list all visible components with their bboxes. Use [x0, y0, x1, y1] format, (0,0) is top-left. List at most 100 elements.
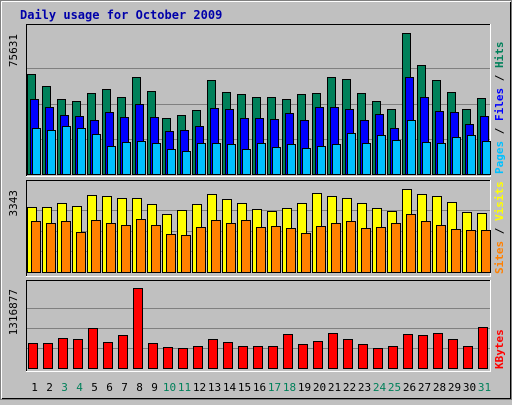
bar-sites-day-15 — [241, 220, 251, 273]
legend-entry: / — [493, 68, 506, 88]
bar-kbytes-day-23 — [358, 344, 368, 369]
day-label-11: 11 — [178, 381, 191, 394]
bar-pages-day-3 — [62, 126, 71, 175]
bar-kbytes-day-30 — [463, 346, 473, 369]
bar-sites-day-28 — [436, 225, 446, 273]
day-label-16: 16 — [253, 381, 266, 394]
bar-sites-day-10 — [166, 234, 176, 273]
bar-pages-day-28 — [437, 143, 446, 175]
bar-kbytes-day-6 — [103, 342, 113, 369]
bar-sites-day-3 — [61, 221, 71, 273]
bar-pages-day-12 — [197, 143, 206, 175]
legend-entry: Pages — [493, 141, 506, 174]
legend-visits-sites: Sites / Visits — [493, 181, 506, 274]
bar-kbytes-day-2 — [43, 343, 53, 369]
bar-sites-day-6 — [106, 223, 116, 273]
bar-pages-day-11 — [182, 151, 191, 175]
bar-kbytes-day-15 — [238, 346, 248, 369]
bar-pages-day-30 — [467, 135, 476, 175]
bar-pages-day-6 — [107, 146, 116, 175]
bar-kbytes-day-27 — [418, 335, 428, 369]
day-label-20: 20 — [313, 381, 326, 394]
bar-pages-day-16 — [257, 143, 266, 175]
bar-sites-day-30 — [466, 230, 476, 273]
bar-sites-day-27 — [421, 221, 431, 273]
day-label-9: 9 — [151, 381, 158, 394]
day-label-13: 13 — [208, 381, 221, 394]
bar-kbytes-day-18 — [283, 334, 293, 369]
bar-kbytes-day-11 — [178, 348, 188, 369]
bar-sites-day-17 — [271, 226, 281, 273]
day-label-10: 10 — [163, 381, 176, 394]
bar-kbytes-day-10 — [163, 347, 173, 369]
y-max-label-kbytes: 1316877 — [7, 289, 20, 335]
bar-sites-day-18 — [286, 228, 296, 273]
bar-kbytes-day-12 — [193, 346, 203, 369]
bar-pages-day-20 — [317, 146, 326, 175]
legend-entry: Files — [493, 88, 506, 121]
bar-sites-day-13 — [211, 220, 221, 273]
bar-kbytes-day-8 — [133, 288, 143, 369]
day-label-25: 25 — [388, 381, 401, 394]
chart-title: Daily usage for October 2009 — [20, 8, 222, 22]
day-label-7: 7 — [121, 381, 128, 394]
bar-kbytes-day-19 — [298, 344, 308, 369]
bar-pages-day-13 — [212, 143, 221, 175]
bar-pages-day-4 — [77, 128, 86, 175]
bar-sites-day-4 — [76, 232, 86, 273]
bar-sites-day-19 — [301, 233, 311, 273]
bar-kbytes-day-9 — [148, 343, 158, 369]
day-label-12: 12 — [193, 381, 206, 394]
bar-sites-day-31 — [481, 230, 491, 273]
bar-pages-day-21 — [332, 144, 341, 175]
day-label-18: 18 — [283, 381, 296, 394]
legend-entry: Sites — [493, 241, 506, 274]
day-label-22: 22 — [343, 381, 356, 394]
day-label-3: 3 — [61, 381, 68, 394]
bar-kbytes-day-22 — [343, 339, 353, 369]
day-label-26: 26 — [403, 381, 416, 394]
bar-pages-day-8 — [137, 141, 146, 175]
bar-sites-day-9 — [151, 225, 161, 273]
bar-pages-day-27 — [422, 142, 431, 175]
bar-sites-day-22 — [346, 221, 356, 273]
legend-entry: / — [493, 221, 506, 241]
bar-sites-day-7 — [121, 225, 131, 273]
bar-pages-day-2 — [47, 130, 56, 175]
legend-entry: Hits — [493, 42, 506, 69]
bar-sites-day-2 — [46, 223, 56, 273]
bar-sites-day-16 — [256, 227, 266, 273]
bar-sites-day-8 — [136, 219, 146, 273]
bar-kbytes-day-17 — [268, 346, 278, 369]
day-label-5: 5 — [91, 381, 98, 394]
panel-hits-files-pages: 75631 Pages / Files / Hits — [7, 24, 506, 177]
day-label-4: 4 — [76, 381, 83, 394]
bar-pages-day-1 — [32, 128, 41, 175]
bar-kbytes-day-26 — [403, 334, 413, 369]
bar-pages-day-5 — [92, 134, 101, 175]
bar-sites-day-23 — [361, 228, 371, 273]
bar-sites-day-20 — [316, 226, 326, 273]
panel-visits-sites: 3343 Sites / Visits — [7, 180, 506, 277]
legend-entry: Visits — [493, 181, 506, 221]
bar-sites-day-12 — [196, 227, 206, 273]
bar-kbytes-day-31 — [478, 327, 488, 369]
bar-sites-day-29 — [451, 229, 461, 273]
bar-kbytes-day-25 — [388, 346, 398, 369]
bar-pages-day-23 — [362, 143, 371, 175]
bar-pages-day-29 — [452, 137, 461, 175]
day-label-23: 23 — [358, 381, 371, 394]
legend-entry: KBytes — [493, 329, 506, 369]
bar-pages-day-22 — [347, 133, 356, 175]
bar-pages-day-18 — [287, 144, 296, 175]
bar-pages-day-14 — [227, 144, 236, 175]
bar-sites-day-26 — [406, 214, 416, 273]
day-label-1: 1 — [31, 381, 38, 394]
day-label-21: 21 — [328, 381, 341, 394]
bar-sites-day-1 — [31, 221, 41, 273]
bar-sites-day-14 — [226, 223, 236, 273]
bar-kbytes-day-24 — [373, 348, 383, 369]
bar-pages-day-7 — [122, 142, 131, 175]
day-label-17: 17 — [268, 381, 281, 394]
